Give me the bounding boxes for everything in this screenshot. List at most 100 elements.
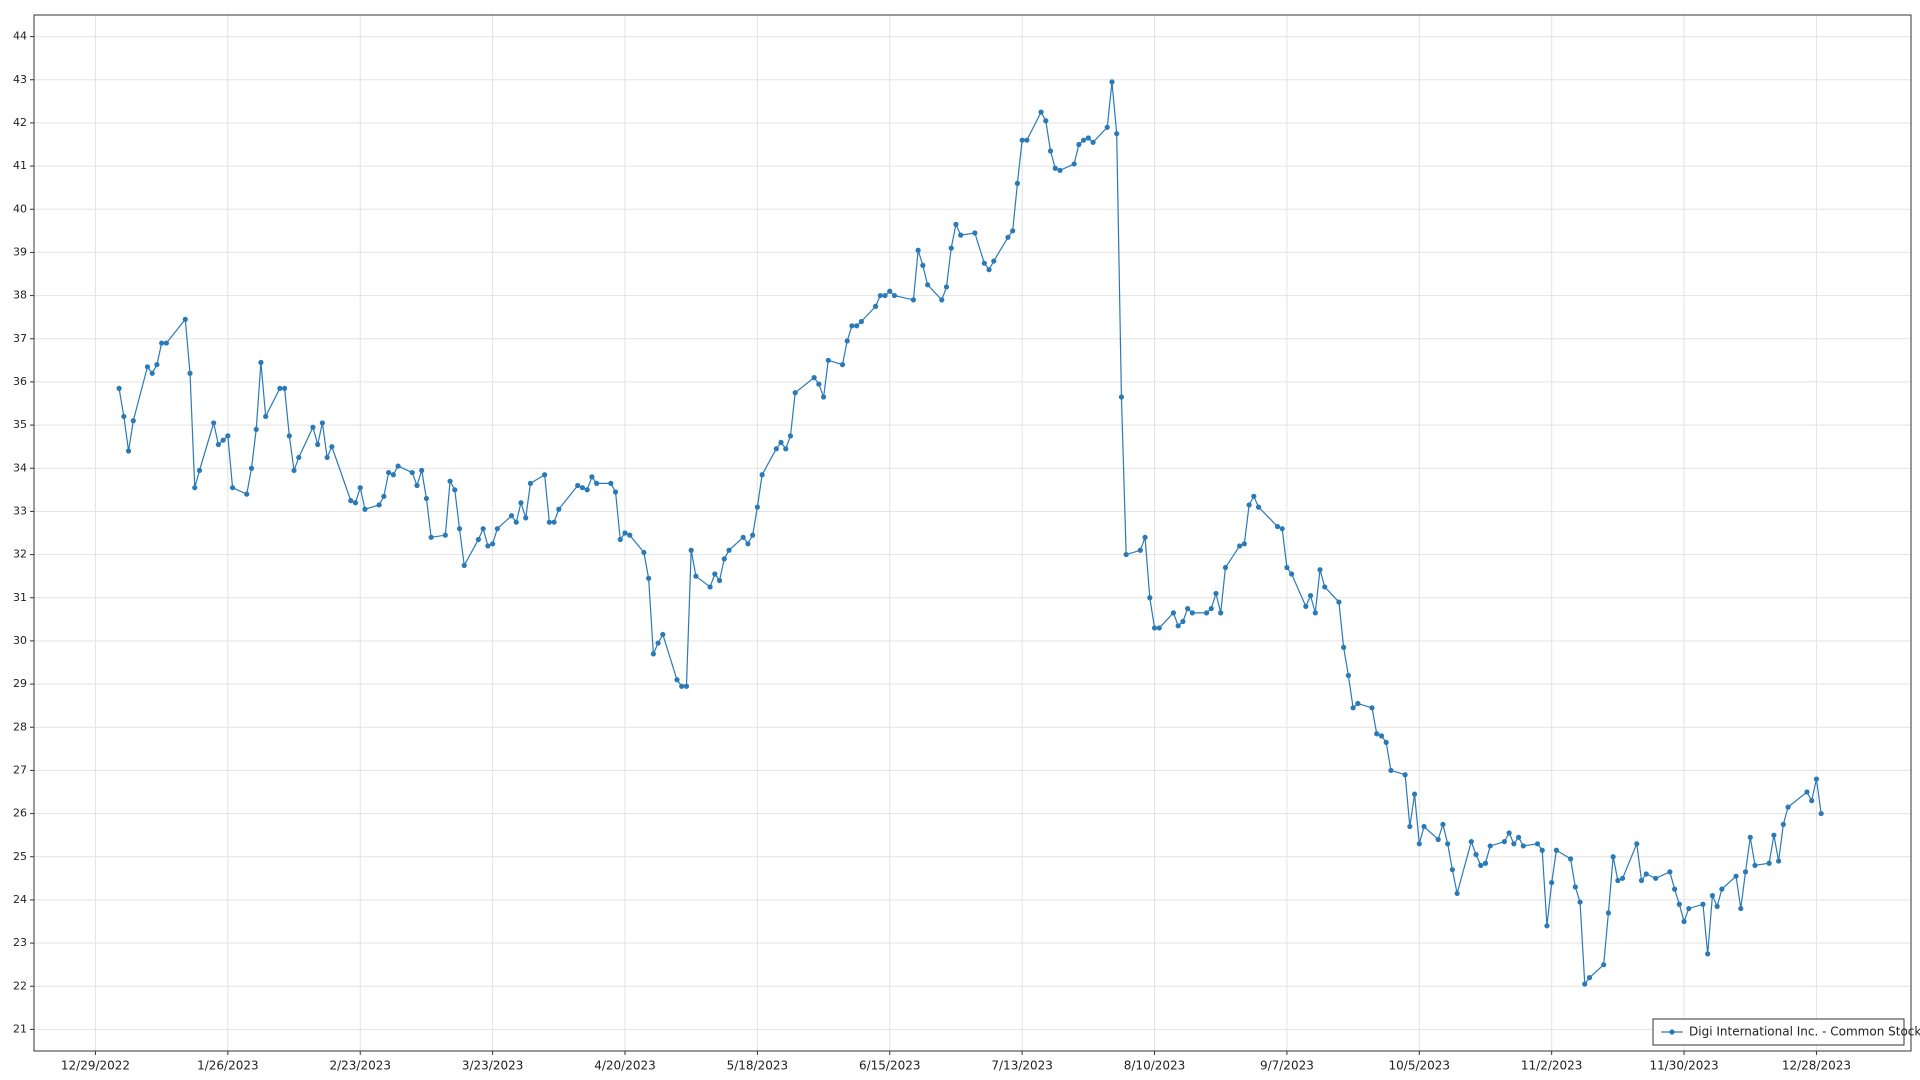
point <box>1274 523 1281 530</box>
point <box>352 500 359 506</box>
point <box>1185 605 1191 612</box>
point <box>116 385 122 391</box>
point <box>1114 131 1120 137</box>
point <box>1279 526 1285 532</box>
x-tick-label: 4/20/2023 <box>594 1059 656 1073</box>
point <box>716 577 723 584</box>
y-tick-label: 44 <box>13 30 27 43</box>
point <box>617 536 623 543</box>
plot-border <box>33 14 1912 1052</box>
point <box>712 571 718 577</box>
point <box>1341 644 1347 650</box>
y-tick-label: 21 <box>13 1022 27 1035</box>
point <box>1071 161 1077 167</box>
point <box>1307 592 1314 599</box>
point <box>508 513 515 519</box>
legend-box <box>1652 1018 1905 1046</box>
point <box>229 485 236 491</box>
y-tick-label: 32 <box>13 548 27 561</box>
x-tick-label: 3/23/2023 <box>462 1059 524 1073</box>
point <box>215 441 221 448</box>
point <box>310 424 316 430</box>
point <box>277 385 283 391</box>
point <box>783 446 789 452</box>
x-tick-label: 6/15/2023 <box>859 1059 921 1073</box>
point <box>1303 603 1309 609</box>
point <box>816 381 822 387</box>
y-tick-label: 25 <box>13 850 27 863</box>
point <box>887 288 893 294</box>
point <box>1473 851 1479 858</box>
point <box>1643 871 1649 877</box>
point <box>773 446 779 452</box>
point <box>778 439 784 445</box>
point <box>1085 135 1091 141</box>
point <box>527 480 534 486</box>
point <box>759 472 765 478</box>
point <box>1742 869 1749 875</box>
point <box>1109 79 1115 85</box>
point <box>1052 165 1058 171</box>
point <box>1619 875 1626 881</box>
point <box>920 262 926 268</box>
x-tick-label: 5/18/2023 <box>727 1059 789 1073</box>
point <box>839 362 846 368</box>
point <box>1549 880 1555 886</box>
point <box>1388 767 1394 774</box>
point <box>820 394 827 400</box>
point <box>244 491 250 497</box>
point <box>1681 918 1687 925</box>
point <box>1709 893 1716 899</box>
point <box>395 463 401 469</box>
point <box>1024 137 1030 143</box>
point <box>1175 623 1181 629</box>
point <box>1421 823 1427 830</box>
point <box>324 454 330 461</box>
point <box>423 495 430 502</box>
point <box>1289 571 1295 577</box>
point <box>1553 847 1560 853</box>
point <box>480 526 486 532</box>
point <box>1435 836 1441 843</box>
x-tick-label: 8/10/2023 <box>1124 1059 1186 1073</box>
point <box>428 534 434 540</box>
point <box>1534 841 1541 847</box>
point <box>1771 832 1777 838</box>
point <box>1572 884 1578 890</box>
point <box>1369 705 1375 711</box>
point <box>1322 584 1328 590</box>
point <box>972 230 978 236</box>
point <box>1156 625 1162 631</box>
y-tick-label: 43 <box>13 73 27 86</box>
y-tick-label: 33 <box>13 504 27 517</box>
point <box>740 534 746 540</box>
point <box>485 543 491 549</box>
point <box>1019 137 1025 143</box>
y-tick-label: 31 <box>13 591 27 604</box>
point <box>1284 564 1290 571</box>
x-tick-label: 10/5/2023 <box>1389 1059 1451 1073</box>
point <box>1506 830 1512 836</box>
point <box>490 541 496 547</box>
point <box>329 444 335 450</box>
point <box>1081 137 1087 143</box>
point <box>1605 910 1612 916</box>
point <box>357 485 363 491</box>
point <box>924 282 931 288</box>
y-tick-label: 38 <box>13 289 27 302</box>
point <box>1809 798 1815 804</box>
point <box>981 260 987 266</box>
point <box>594 480 600 486</box>
point <box>721 556 727 562</box>
point <box>523 515 529 521</box>
y-tick-label: 28 <box>13 720 27 733</box>
point <box>674 677 680 683</box>
point <box>159 340 165 346</box>
point <box>1151 625 1158 631</box>
point <box>390 472 396 478</box>
point <box>1246 502 1252 508</box>
point <box>1237 543 1243 549</box>
point <box>1686 905 1692 912</box>
